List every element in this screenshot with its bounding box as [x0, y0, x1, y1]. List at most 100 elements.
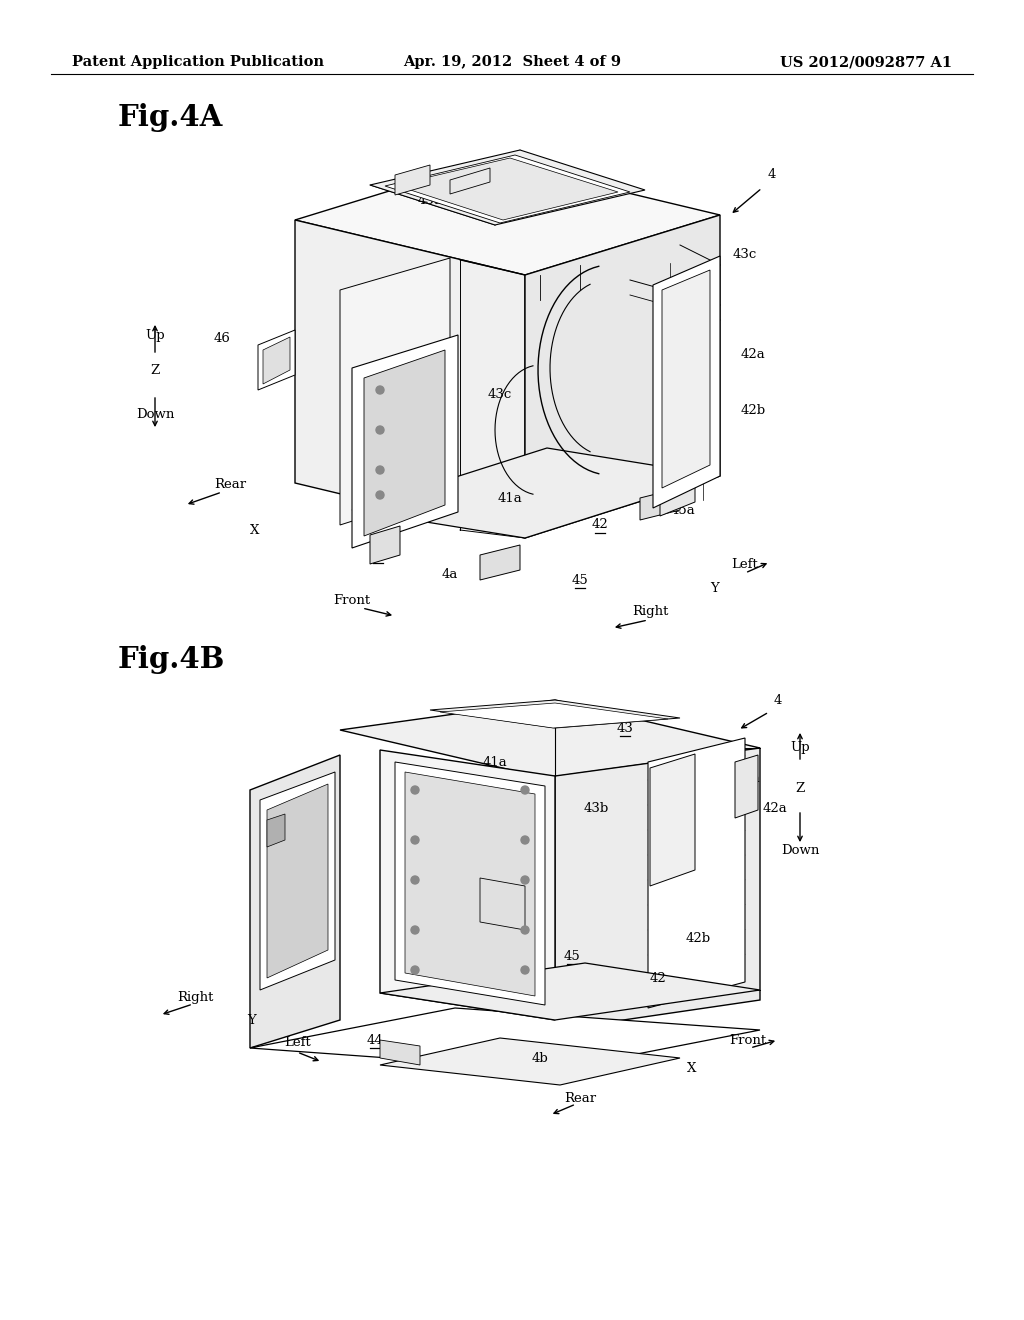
Circle shape — [411, 927, 419, 935]
Text: Front: Front — [729, 1034, 767, 1047]
Polygon shape — [263, 337, 290, 384]
Text: 42b: 42b — [740, 404, 766, 417]
Polygon shape — [480, 545, 520, 579]
Polygon shape — [648, 738, 745, 1008]
Text: Y: Y — [711, 582, 720, 594]
Text: 4: 4 — [768, 169, 776, 181]
Text: 41a: 41a — [482, 755, 507, 768]
Text: Up: Up — [145, 329, 165, 342]
Text: Rear: Rear — [564, 1092, 596, 1105]
Circle shape — [521, 927, 529, 935]
Text: 42a: 42a — [740, 348, 765, 362]
Polygon shape — [352, 447, 720, 539]
Circle shape — [521, 785, 529, 795]
Polygon shape — [340, 257, 450, 525]
Circle shape — [521, 966, 529, 974]
Circle shape — [376, 385, 384, 393]
Polygon shape — [653, 256, 720, 508]
Polygon shape — [440, 704, 668, 729]
Polygon shape — [370, 150, 645, 224]
Text: Rear: Rear — [214, 479, 246, 491]
Text: 45: 45 — [571, 573, 589, 586]
Polygon shape — [450, 168, 490, 194]
Polygon shape — [395, 762, 545, 1005]
Text: 41: 41 — [401, 945, 419, 958]
Circle shape — [376, 426, 384, 434]
Text: 42: 42 — [592, 519, 608, 532]
Text: Right: Right — [177, 991, 213, 1005]
Text: 43c: 43c — [487, 388, 512, 401]
Polygon shape — [370, 525, 400, 564]
Polygon shape — [258, 330, 295, 389]
Text: US 2012/0092877 A1: US 2012/0092877 A1 — [780, 55, 952, 69]
Polygon shape — [735, 755, 758, 818]
Text: Left: Left — [731, 558, 759, 572]
Polygon shape — [380, 964, 760, 1020]
Text: Fig.4B: Fig.4B — [118, 645, 225, 675]
Text: X: X — [250, 524, 260, 536]
Text: 4a: 4a — [441, 569, 458, 582]
Text: Y: Y — [248, 1014, 256, 1027]
Text: 41: 41 — [370, 549, 386, 561]
Text: 44: 44 — [367, 1034, 383, 1047]
Polygon shape — [380, 750, 555, 1020]
Polygon shape — [430, 700, 680, 729]
Text: Front: Front — [334, 594, 371, 606]
Text: Fig.4A: Fig.4A — [118, 103, 223, 132]
Text: 45a: 45a — [671, 503, 695, 516]
Polygon shape — [267, 814, 285, 847]
Polygon shape — [660, 478, 695, 516]
Polygon shape — [406, 772, 535, 997]
Circle shape — [411, 876, 419, 884]
Circle shape — [521, 876, 529, 884]
Polygon shape — [352, 335, 458, 548]
Text: 43a: 43a — [418, 194, 442, 206]
Circle shape — [521, 836, 529, 843]
Text: 46: 46 — [214, 331, 230, 345]
Text: 42a: 42a — [763, 801, 787, 814]
Polygon shape — [385, 154, 630, 223]
Text: 43b: 43b — [584, 801, 608, 814]
Text: 4b: 4b — [531, 1052, 549, 1064]
Text: Left: Left — [285, 1035, 311, 1048]
Polygon shape — [380, 1038, 680, 1085]
Text: 43: 43 — [528, 169, 546, 181]
Polygon shape — [480, 878, 525, 931]
Polygon shape — [395, 158, 618, 220]
Circle shape — [376, 491, 384, 499]
Polygon shape — [364, 350, 445, 536]
Text: 45a: 45a — [735, 771, 761, 784]
Text: 41a: 41a — [498, 491, 522, 504]
Text: Apr. 19, 2012  Sheet 4 of 9: Apr. 19, 2012 Sheet 4 of 9 — [403, 55, 621, 69]
Polygon shape — [662, 271, 710, 488]
Text: Z: Z — [796, 781, 805, 795]
Polygon shape — [295, 160, 720, 275]
Polygon shape — [525, 215, 720, 539]
Polygon shape — [650, 754, 695, 886]
Circle shape — [376, 466, 384, 474]
Text: 45: 45 — [563, 949, 581, 962]
Text: X: X — [687, 1061, 696, 1074]
Circle shape — [411, 966, 419, 974]
Polygon shape — [380, 1040, 420, 1065]
Polygon shape — [250, 755, 340, 1048]
Polygon shape — [295, 220, 525, 539]
Text: Down: Down — [781, 843, 819, 857]
Circle shape — [411, 785, 419, 795]
Polygon shape — [395, 165, 430, 195]
Polygon shape — [640, 488, 680, 520]
Text: Up: Up — [791, 742, 810, 755]
Text: Patent Application Publication: Patent Application Publication — [72, 55, 324, 69]
Polygon shape — [250, 1008, 760, 1071]
Text: Down: Down — [136, 408, 174, 421]
Polygon shape — [340, 700, 760, 777]
Polygon shape — [267, 784, 328, 978]
Text: 41b: 41b — [493, 874, 517, 887]
Text: 42b: 42b — [685, 932, 711, 945]
Text: Right: Right — [632, 606, 669, 619]
Text: Z: Z — [151, 363, 160, 376]
Text: 43: 43 — [616, 722, 634, 734]
Circle shape — [411, 836, 419, 843]
Text: 4: 4 — [774, 693, 782, 706]
Text: 43c: 43c — [733, 248, 757, 261]
